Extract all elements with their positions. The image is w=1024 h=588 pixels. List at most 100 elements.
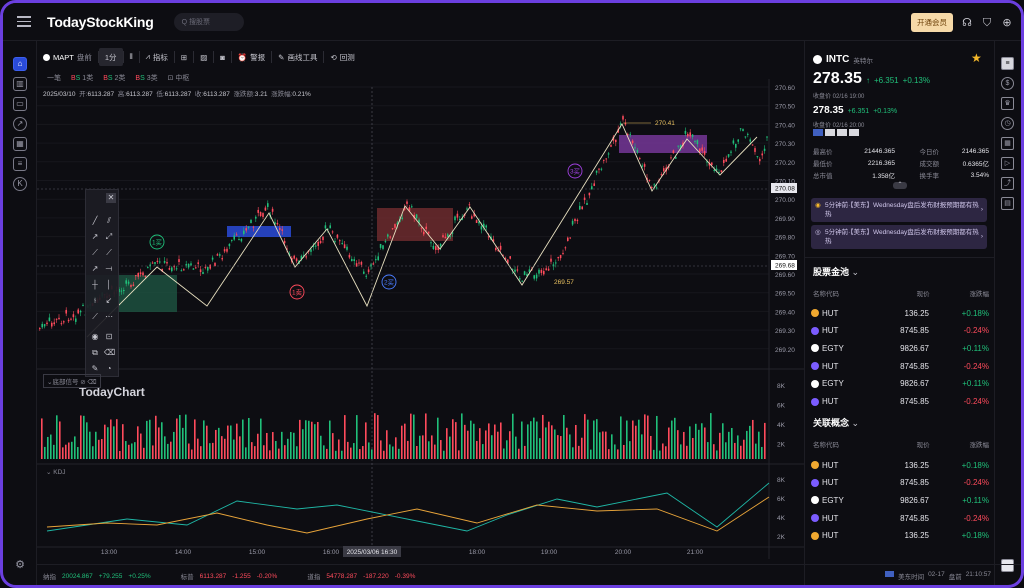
trend-icon[interactable]: ↗ — [13, 117, 27, 131]
line-tool-icon[interactable]: ╱ — [92, 216, 98, 225]
news-item-2[interactable]: ◎ 5分钟前·【美东】Wednesday盘后发布财报预期都有热热 › — [811, 225, 987, 249]
home-icon[interactable]: ⌂ — [13, 57, 27, 71]
more-tools-icon[interactable]: ⋯ — [105, 312, 113, 321]
trend-angle-tool-icon[interactable]: ↙ — [105, 296, 113, 305]
segment-tool-icon[interactable]: ⟋ — [92, 248, 98, 257]
pool-title[interactable]: 股票金池 ⌄ — [813, 265, 859, 278]
toggle-class-2[interactable]: BS 2类 — [103, 75, 126, 82]
volume-bar — [92, 446, 94, 459]
extend-tool-icon[interactable]: ⤢ — [105, 232, 113, 241]
compare-icon[interactable]: ⫴ — [129, 52, 133, 61]
concept-row[interactable]: EGTY 9826.67 +0.11% — [811, 492, 989, 508]
interval-button[interactable]: 1分 — [98, 48, 123, 66]
price-chart[interactable]: 270.60270.50270.40270.30270.20270.10270.… — [37, 79, 804, 588]
hline-tool-icon[interactable]: ⟞ — [105, 264, 113, 273]
fib-tool-icon[interactable]: ⟋ — [92, 312, 98, 321]
toggle-class-1[interactable]: BS 1类 — [71, 75, 94, 82]
volume-bar — [227, 425, 229, 459]
index-name-3[interactable]: 道指 — [307, 574, 321, 581]
stat-label: 总市值 — [813, 173, 833, 180]
square-icon[interactable] — [1001, 559, 1014, 572]
pool-header-price[interactable]: 现价 — [916, 291, 930, 298]
concept-row[interactable]: HUT 8745.85 -0.24% — [811, 475, 989, 491]
kdj-panel-label[interactable]: ⌄ KDJ — [46, 469, 66, 476]
shirt-icon[interactable]: ⛉ — [982, 16, 992, 29]
pool-row[interactable]: HUT 136.25 +0.18% — [811, 305, 989, 321]
alert-button[interactable]: ⏰ 警报 — [232, 48, 271, 66]
pool-row[interactable]: HUT 8745.85 -0.24% — [811, 323, 989, 339]
close-icon[interactable]: ✕ — [106, 193, 116, 203]
eye-off-icon[interactable]: ⊘ — [80, 379, 86, 386]
concept-row[interactable]: HUT 8745.85 -0.24% — [811, 510, 989, 526]
clock-icon[interactable]: ◔ — [106, 364, 112, 373]
settings-icon[interactable]: ⚙ — [15, 559, 25, 571]
brush-icon[interactable]: ✎ — [91, 364, 99, 373]
draw-tools-button[interactable]: ✎ 画线工具 — [272, 48, 323, 66]
pool-header-name[interactable]: 名称代码 — [813, 291, 839, 298]
candle — [670, 157, 672, 159]
headset-icon[interactable]: ☊ — [962, 16, 972, 29]
copy-icon[interactable]: ⧉ — [92, 348, 98, 357]
trash-icon[interactable]: ⌫ — [104, 348, 116, 357]
cross-tool-icon[interactable]: ┼ — [92, 280, 98, 289]
image-icon[interactable]: ▨ — [200, 52, 208, 62]
concept-title[interactable]: 关联概念 ⌄ — [813, 416, 859, 429]
pool-header-pct[interactable]: 涨跌幅 — [969, 291, 990, 298]
symbol-selector[interactable]: MAPT 盘前 — [37, 48, 98, 66]
chart-icon[interactable]: ▥ — [13, 77, 27, 91]
candle — [329, 225, 331, 229]
camera-icon[interactable]: ◙ — [220, 52, 225, 62]
parallel-tool-icon[interactable]: ⫽ — [107, 216, 111, 225]
folder-icon[interactable]: ▭ — [13, 97, 27, 111]
trophy-icon[interactable]: ♛ — [1001, 97, 1014, 110]
concept-header-price[interactable]: 现价 — [916, 442, 930, 449]
favorite-star-icon[interactable]: ★ — [971, 51, 982, 65]
vip-button[interactable]: 开通会员 — [911, 13, 953, 32]
concept-header-name[interactable]: 名称代码 — [813, 442, 839, 449]
calendar-icon[interactable]: ▦ — [1001, 137, 1014, 150]
collapse-icon[interactable]: ⌃ — [893, 182, 907, 189]
info-line-tool-icon[interactable]: ⟋ — [106, 248, 112, 257]
indicator-button[interactable]: ⩘ 指标 — [140, 48, 174, 66]
arrow-tool-icon[interactable]: ↗ — [91, 264, 99, 273]
volume-bar — [197, 438, 199, 459]
volume-panel-label[interactable]: ⌄底部信号 ⊘ ⌫ — [43, 374, 101, 388]
video-icon[interactable]: ▷ — [1001, 157, 1014, 170]
clock-icon[interactable]: ◷ — [1001, 117, 1014, 130]
signal-buy-2-circle — [381, 274, 397, 290]
toggle-class-3[interactable]: BS 3类 — [135, 75, 158, 82]
time-tick-label: 21:00 — [687, 549, 704, 556]
pool-row[interactable]: EGTY 9826.67 +0.11% — [811, 340, 989, 356]
pool-row[interactable]: EGTY 9826.67 +0.11% — [811, 376, 989, 392]
menu-icon[interactable] — [17, 16, 31, 27]
calendar-icon[interactable]: ▦ — [13, 137, 27, 151]
pool-row[interactable]: HUT 8745.85 -0.24% — [811, 394, 989, 410]
concept-row[interactable]: HUT 136.25 +0.18% — [811, 528, 989, 544]
backtest-button[interactable]: ⟲ 回测 — [324, 48, 360, 66]
pool-row[interactable]: HUT 8745.85 -0.24% — [811, 358, 989, 374]
layout-icon[interactable]: ⊞ — [180, 52, 188, 62]
pitch-tool-icon[interactable]: ⫮ — [93, 296, 97, 305]
k-icon[interactable]: K — [13, 177, 27, 191]
concept-header-pct[interactable]: 涨跌幅 — [969, 442, 990, 449]
lock-icon[interactable]: ⊡ — [105, 332, 113, 341]
app-logo[interactable]: TodayStockKing — [47, 13, 154, 30]
search-input[interactable]: Q 搜股票 — [173, 12, 244, 31]
chart-line-icon[interactable]: ⤴ — [1001, 177, 1014, 190]
ray-tool-icon[interactable]: ↗ — [91, 232, 99, 241]
candle — [279, 227, 281, 230]
index-name-1[interactable]: 纳指 — [43, 574, 56, 581]
news-item-1[interactable]: ◉ 5分钟前·【美东】Wednesday盘后发布财报预期都有热热 › — [811, 198, 987, 222]
index-name-2[interactable]: 标普 — [180, 574, 194, 581]
eye-icon[interactable]: ◉ — [91, 332, 99, 341]
toggle-zhongshu[interactable]: ⊡ 中枢 — [167, 75, 190, 82]
concept-row[interactable]: HUT 136.25 +0.18% — [811, 457, 989, 473]
globe-icon[interactable]: ⊕ — [1002, 16, 1012, 29]
toggle-bi[interactable]: 一笔 — [47, 75, 61, 82]
dollar-icon[interactable]: $ — [1001, 77, 1014, 90]
watchlist-icon[interactable]: ≡ — [1001, 57, 1014, 70]
vline-tool-icon[interactable]: │ — [106, 280, 112, 289]
document-icon[interactable]: ▤ — [1001, 197, 1014, 210]
message-icon[interactable]: ≡ — [13, 157, 27, 171]
trash-icon[interactable]: ⌫ — [87, 379, 97, 386]
